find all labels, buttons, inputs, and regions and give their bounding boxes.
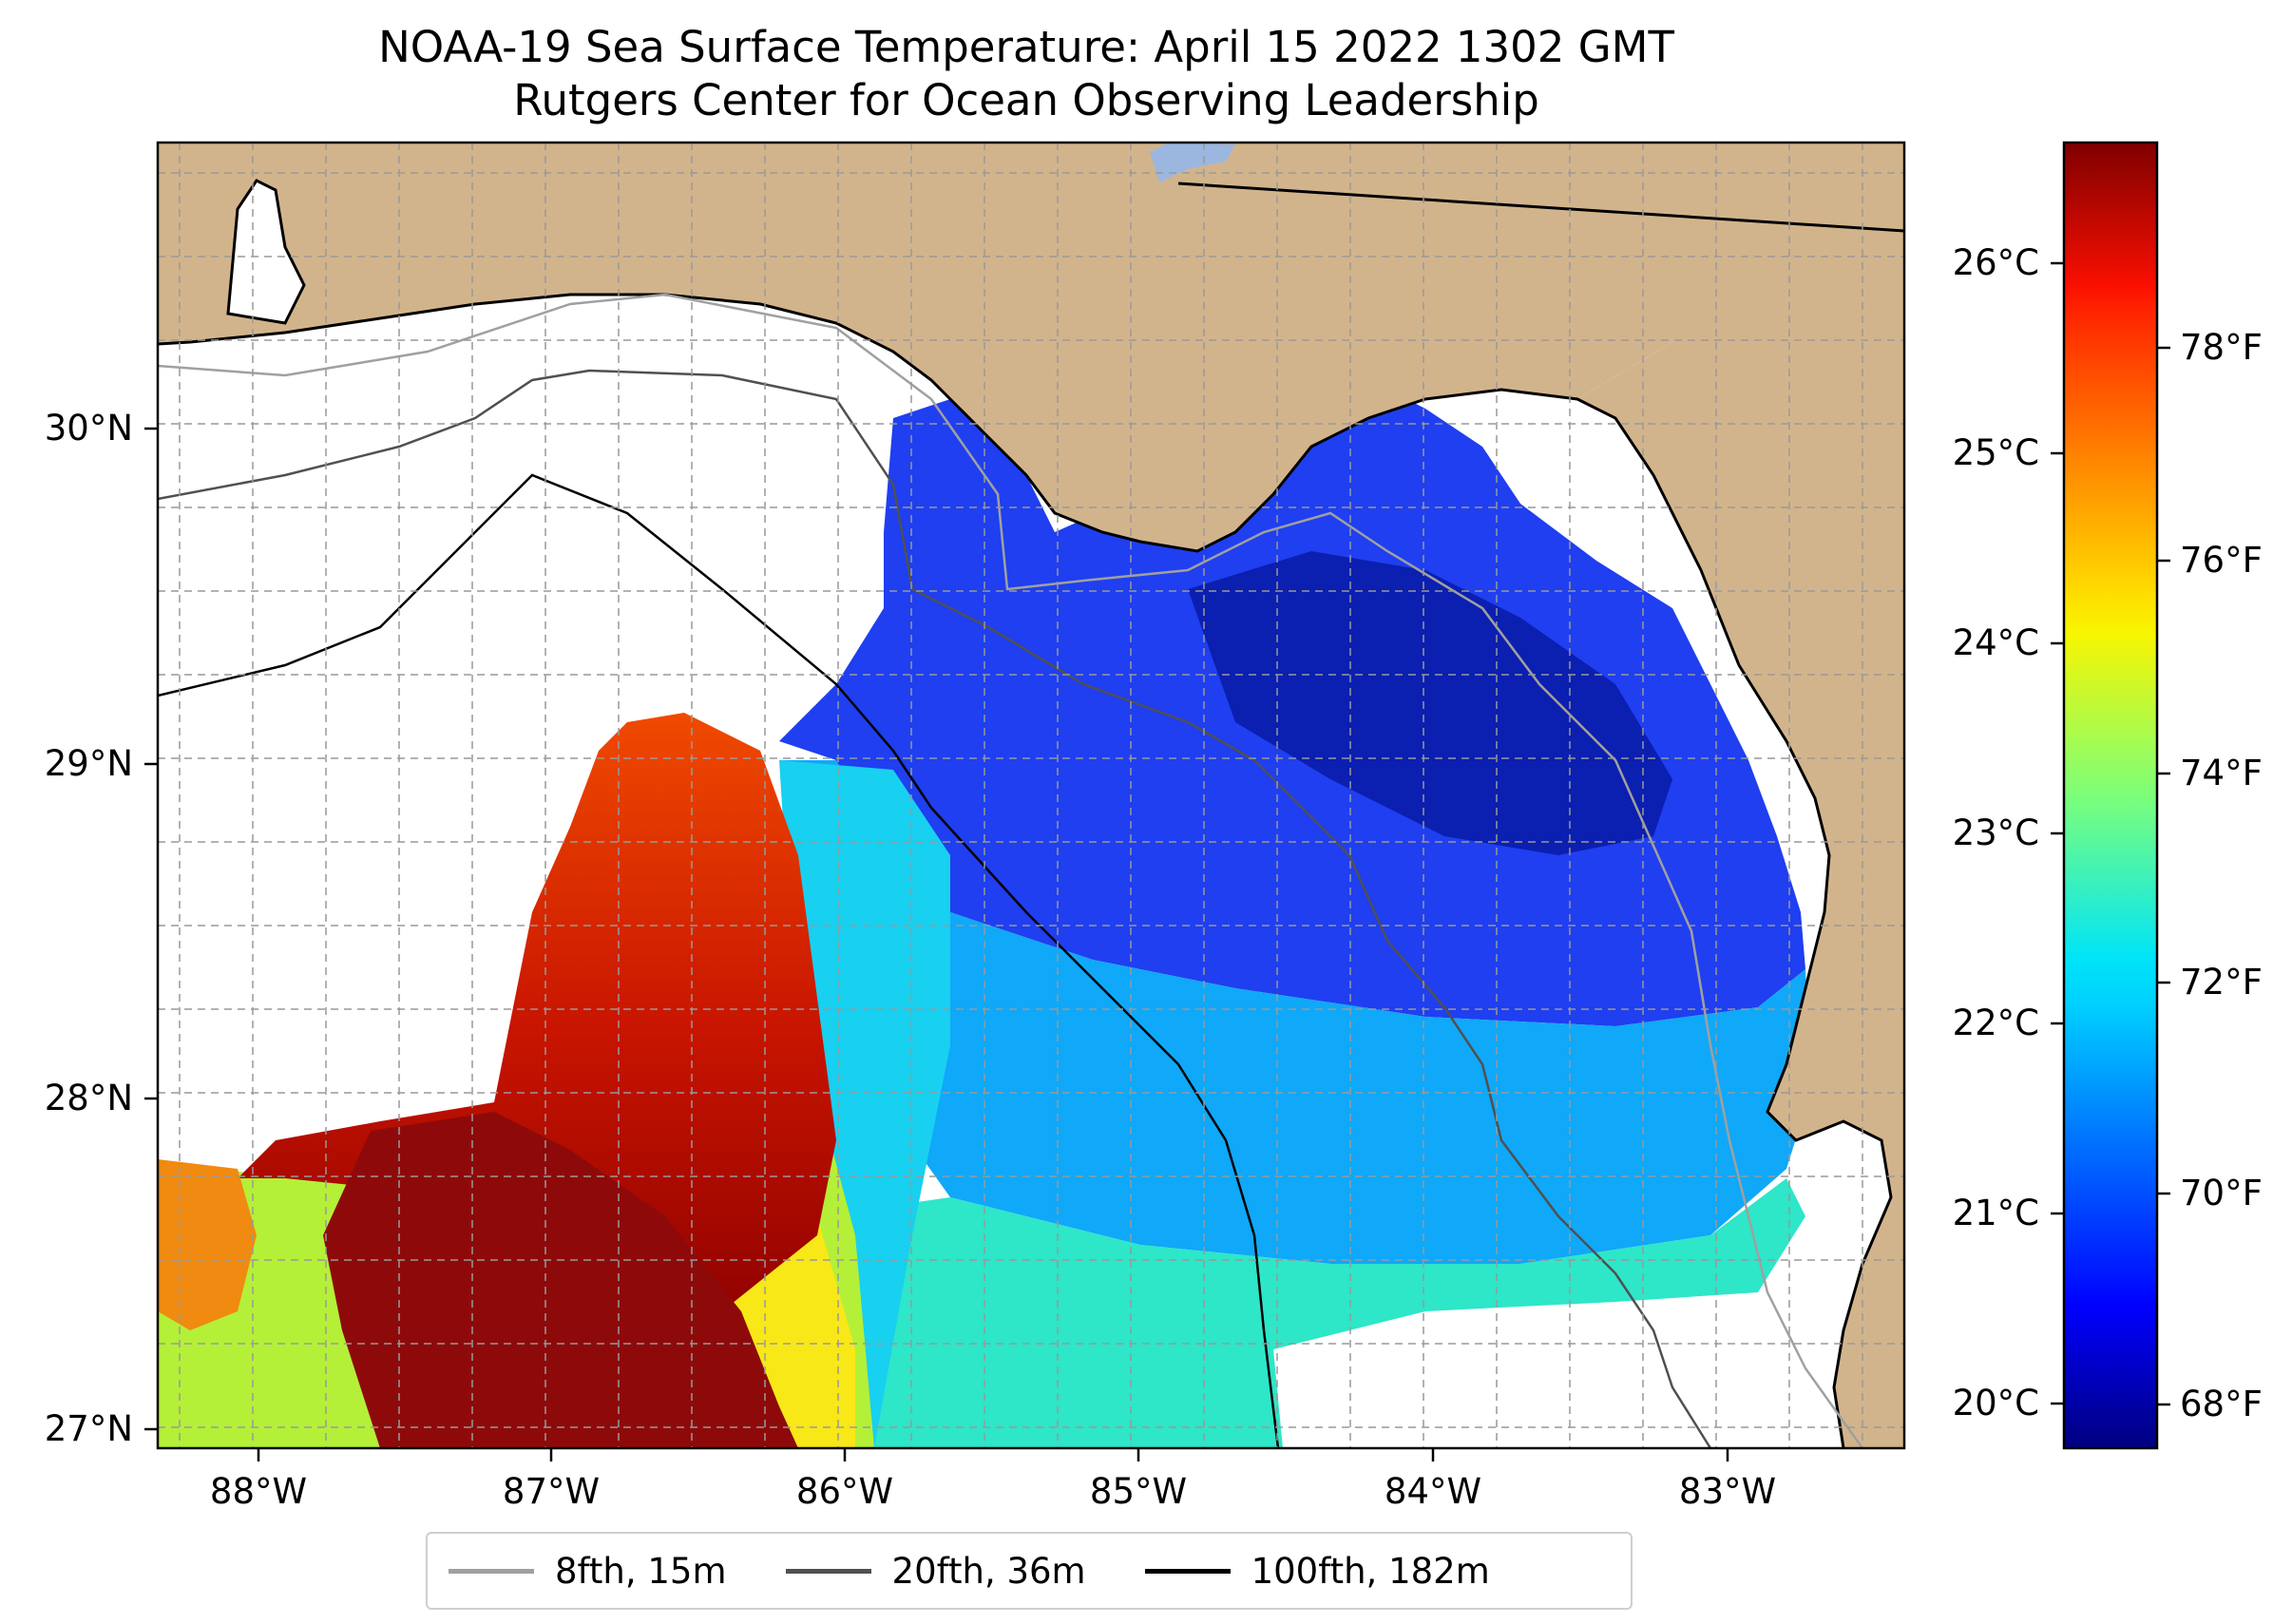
legend-item-100fth: 100fth, 182m bbox=[1144, 1550, 1490, 1592]
map-gridlines bbox=[158, 143, 1904, 1448]
legend-swatch bbox=[1144, 1568, 1231, 1574]
colorbar bbox=[2062, 141, 2159, 1450]
sst-cyan-wedge bbox=[779, 760, 950, 1448]
sst-cool-region bbox=[779, 760, 1810, 1264]
map-frame bbox=[156, 141, 1906, 1450]
legend-label: 20fth, 36m bbox=[891, 1550, 1086, 1592]
legend-label: 8fth, 15m bbox=[555, 1550, 727, 1592]
celsius-tick-label: 23°C bbox=[1953, 812, 2039, 853]
lon-tick-label: 85°W bbox=[1090, 1471, 1187, 1512]
chart-title: NOAA-19 Sea Surface Temperature: April 1… bbox=[378, 22, 1674, 72]
land-northern-gulf-coast bbox=[158, 143, 1904, 551]
fahrenheit-tick-label: 74°F bbox=[2180, 753, 2263, 793]
lat-tick-label: 27°N bbox=[45, 1408, 133, 1449]
isobath-20fth bbox=[158, 369, 1712, 1448]
state-boundary bbox=[1177, 182, 1904, 233]
legend-item-20fth: 20fth, 36m bbox=[785, 1550, 1086, 1592]
celsius-tick-label: 25°C bbox=[1953, 432, 2039, 473]
lat-tick-label: 30°N bbox=[45, 408, 133, 449]
lat-tick-label: 28°N bbox=[45, 1078, 133, 1118]
map-tick-marks bbox=[144, 427, 1729, 1462]
celsius-tick-label: 21°C bbox=[1953, 1193, 2039, 1233]
legend-item-8fth: 8fth, 15m bbox=[449, 1551, 727, 1592]
lon-tick-label: 88°W bbox=[210, 1471, 307, 1512]
lat-tick-label: 29°N bbox=[45, 743, 133, 784]
celsius-tick-label: 24°C bbox=[1953, 622, 2039, 663]
colorbar-ticks bbox=[2051, 261, 2170, 1406]
mobile-bay bbox=[226, 179, 306, 325]
celsius-tick-label: 26°C bbox=[1953, 242, 2039, 283]
fahrenheit-tick-label: 70°F bbox=[2180, 1173, 2263, 1213]
lon-tick-label: 86°W bbox=[796, 1471, 893, 1512]
legend-swatch bbox=[449, 1568, 534, 1574]
fahrenheit-tick-label: 76°F bbox=[2180, 540, 2263, 581]
legend-label: 100fth, 182m bbox=[1251, 1550, 1490, 1592]
lon-tick-label: 83°W bbox=[1679, 1471, 1776, 1512]
map-panel bbox=[158, 143, 1904, 1448]
coastline bbox=[158, 293, 1893, 1448]
isobath-legend: 8fth, 15m 20fth, 36m 100fth, 182m bbox=[426, 1532, 1633, 1610]
legend-swatch bbox=[785, 1568, 871, 1574]
sst-orange-patch bbox=[158, 1159, 257, 1330]
fahrenheit-tick-label: 78°F bbox=[2180, 327, 2263, 368]
fahrenheit-tick-label: 72°F bbox=[2180, 962, 2263, 1003]
isobath-100fth bbox=[158, 473, 1280, 1448]
sst-mild-region bbox=[817, 1178, 1805, 1448]
sst-warmest-core bbox=[323, 1112, 798, 1448]
lon-tick-label: 84°W bbox=[1385, 1471, 1481, 1512]
fahrenheit-tick-label: 68°F bbox=[2180, 1384, 2263, 1424]
chart-subtitle: Rutgers Center for Ocean Observing Leade… bbox=[513, 75, 1539, 125]
lon-tick-label: 87°W bbox=[503, 1471, 600, 1512]
florida-peninsula bbox=[1577, 342, 1904, 1448]
celsius-tick-label: 22°C bbox=[1953, 1003, 2039, 1043]
celsius-tick-label: 20°C bbox=[1953, 1383, 2039, 1423]
sst-coldest-patch bbox=[1188, 551, 1672, 855]
